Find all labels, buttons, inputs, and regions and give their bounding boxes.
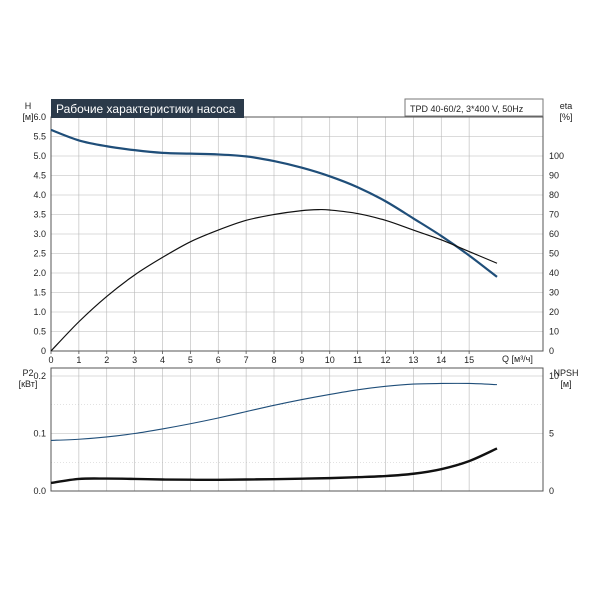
- top-y-tick-label: 0.5: [33, 327, 46, 337]
- bottom-gridlines: [51, 368, 543, 491]
- x-tick-label: 3: [132, 355, 137, 365]
- head-curve-line: [50, 128, 498, 278]
- bottom-tick-labels: 0.0 0.1 0.2 0 5 10: [33, 371, 559, 496]
- top-plot-frame: [50, 116, 544, 352]
- top-y-tick-label: 5.0: [33, 151, 46, 161]
- x-tick-label: 10: [325, 355, 335, 365]
- top-y2-axis-label: eta: [560, 101, 573, 111]
- x-axis-label: Q [м³/ч]: [502, 354, 533, 364]
- top-y-tick-label: 4.0: [33, 190, 46, 200]
- top-series-group: [50, 128, 498, 352]
- top-y-tick-label: 3.5: [33, 210, 46, 220]
- x-tick-label: 7: [244, 355, 249, 365]
- x-tick-label: 1: [76, 355, 81, 365]
- model-label: TPD 40-60/2, 3*400 V, 50Hz: [410, 104, 524, 114]
- bottom-y2-axis-label: NPSH: [553, 368, 578, 378]
- x-tick-label: 12: [380, 355, 390, 365]
- top-y2-tick-label: 10: [549, 327, 559, 337]
- bottom-y2-tick-label: 5: [549, 429, 554, 439]
- x-tick-label: 6: [216, 355, 221, 365]
- top-tick-labels: 0 1 2 3 4 5 6 7 8 9 10 11 12 13 14 1500.51.01.52.02.53.…: [33, 112, 564, 365]
- top-y2-tick-label: 50: [549, 249, 559, 259]
- top-gridlines: [51, 117, 543, 351]
- top-y-axis-unit: [м]: [22, 112, 33, 122]
- top-y-tick-label: 1.0: [33, 307, 46, 317]
- top-y2-tick-label: 100: [549, 151, 564, 161]
- top-y-tick-label: 4.5: [33, 171, 46, 181]
- model-label-box: [404, 98, 544, 117]
- top-y-tick-label: 1.5: [33, 288, 46, 298]
- x-tick-label: 8: [271, 355, 276, 365]
- top-y-tick-label: 5.5: [33, 132, 46, 142]
- top-y-tick-label: 0: [41, 346, 46, 356]
- bottom-y-tick-label: 0.2: [33, 371, 46, 381]
- npsh-curve-line: [50, 447, 498, 485]
- x-tick-label: 14: [436, 355, 446, 365]
- top-y-tick-label: 6.0: [33, 112, 46, 122]
- x-tick-label: 9: [299, 355, 304, 365]
- top-y2-axis-unit: [%]: [559, 112, 572, 122]
- top-y2-tick-label: 70: [549, 210, 559, 220]
- top-y-axis-label: H: [25, 101, 32, 111]
- top-y2-tick-label: 60: [549, 229, 559, 239]
- x-tick-label: 15: [464, 355, 474, 365]
- chart-title-background: [51, 99, 244, 118]
- top-y2-tick-label: 0: [549, 346, 554, 356]
- top-y2-tick-label: 40: [549, 268, 559, 278]
- x-tick-label: 11: [353, 355, 362, 365]
- x-tick-label: 0: [48, 355, 53, 365]
- bottom-series-group: [50, 382, 498, 485]
- efficiency-curve-line: [50, 208, 498, 352]
- x-tick-label: 4: [160, 355, 165, 365]
- x-tick-label: 5: [188, 355, 193, 365]
- top-y-tick-label: 3.0: [33, 229, 46, 239]
- bottom-y-tick-label: 0.1: [33, 429, 46, 439]
- bottom-y2-axis-unit: [м]: [560, 379, 571, 389]
- top-y-tick-label: 2.0: [33, 268, 46, 278]
- chart-title: Рабочие характеристики насоса: [56, 102, 236, 116]
- top-y-tick-label: 2.5: [33, 249, 46, 259]
- power-curve-line: [50, 382, 498, 441]
- bottom-y-axis-label: P2: [22, 368, 33, 378]
- bottom-y2-tick-label: 0: [549, 486, 554, 496]
- bottom-y-axis-unit: [кВт]: [19, 379, 38, 389]
- bottom-y-tick-label: 0.0: [33, 486, 46, 496]
- top-y2-tick-label: 20: [549, 307, 559, 317]
- x-tick-label: 13: [408, 355, 418, 365]
- x-tick-label: 2: [104, 355, 109, 365]
- top-y2-tick-label: 90: [549, 171, 559, 181]
- bottom-plot-frame: [50, 367, 544, 492]
- top-y2-tick-label: 30: [549, 288, 559, 298]
- bottom-y2-tick-label: 10: [549, 371, 559, 381]
- top-y2-tick-label: 80: [549, 190, 559, 200]
